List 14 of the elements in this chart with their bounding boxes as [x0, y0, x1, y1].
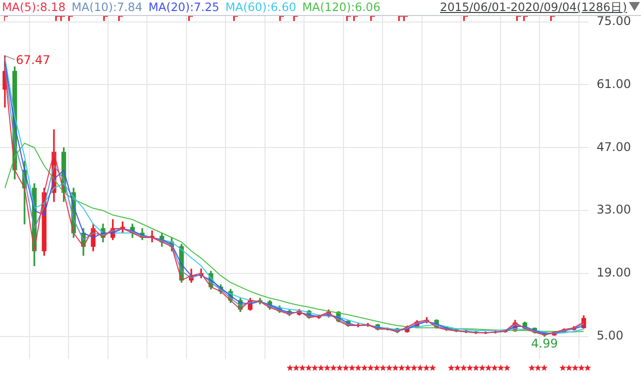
y-tick-label: 33.00: [596, 202, 632, 217]
annotation: 4.99: [531, 336, 558, 351]
text: MA(120):6.06: [302, 0, 380, 14]
annotation: 67.47: [16, 52, 50, 67]
y-tick-label: 47.00: [596, 140, 632, 154]
y-tick-label: 61.00: [596, 76, 632, 91]
text: MA(5):8.18: [2, 0, 66, 14]
y-tick-label: 75.00: [596, 14, 632, 28]
y-tick-label: 5.00: [596, 328, 624, 342]
y-tick-label: 19.00: [596, 266, 632, 280]
text: MA(20):7.25: [148, 0, 220, 14]
text: MA(10):7.84: [72, 0, 142, 14]
chart-subtitle: 2015/06/01-2020/09/04(1286日): [440, 0, 627, 15]
text: MA(60):6.60: [225, 0, 296, 14]
